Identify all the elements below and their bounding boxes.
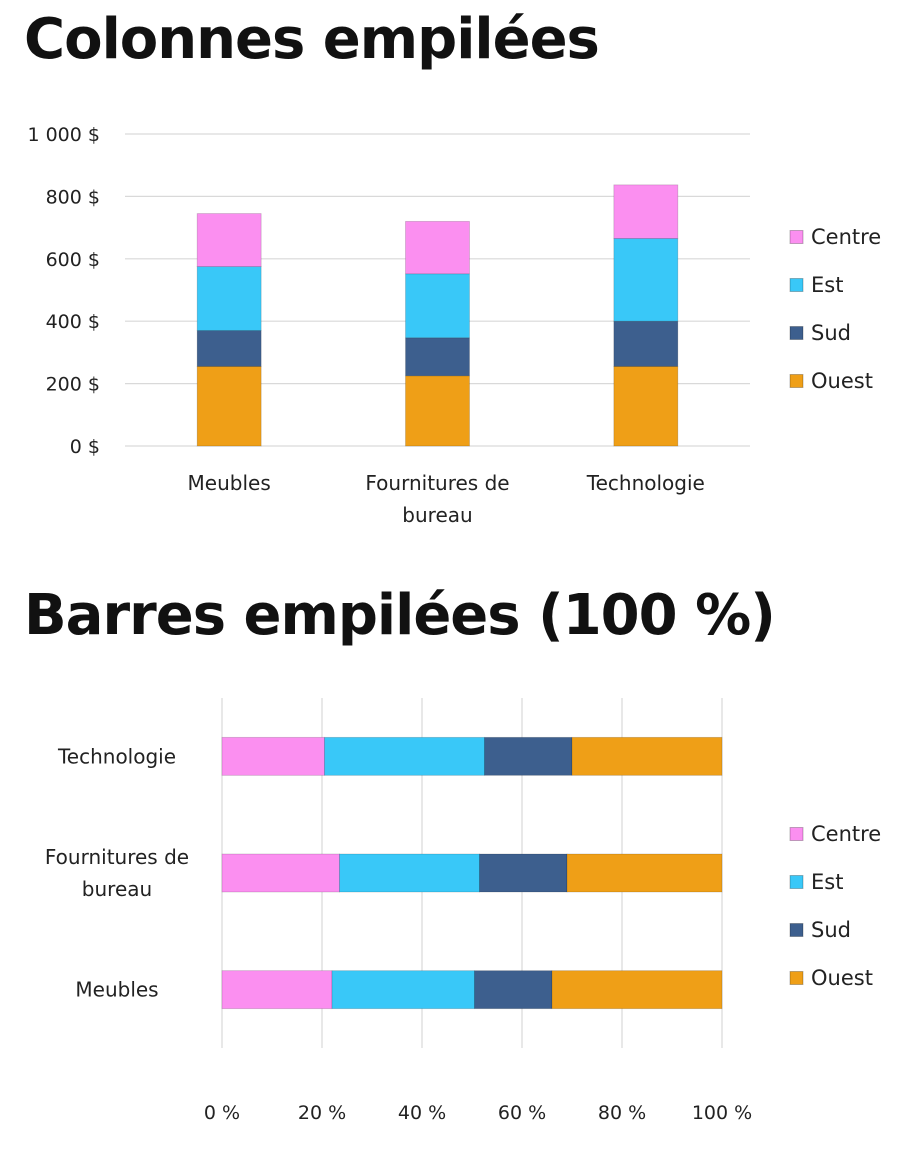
chart1-legend-swatch-centre	[789, 230, 804, 244]
chart1-legend-label-sud: Sud	[811, 321, 851, 345]
chart2-x-tick-label: 80 %	[598, 1102, 646, 1124]
chart1-legend-swatch-sud	[789, 326, 804, 340]
chart1-bar-meubles-est	[196, 266, 262, 331]
chart2-y-category-label: Fournitures de bureau	[45, 845, 189, 901]
chart2-x-tick-label: 20 %	[298, 1102, 346, 1124]
chart2-bar-meubles-centre	[221, 970, 333, 1010]
chart1-bar-fournitures-de-bureau-centre	[405, 220, 470, 275]
chart1-legend-swatch-ouest	[789, 374, 804, 388]
chart1-y-tick-label: 1 000 $	[27, 124, 100, 146]
chart1-bar-technologie-est	[613, 238, 679, 322]
stacked-bar-100-chart: 0 % 20 % 40 % 60 % 80 % 100 % Technologie Fourn…	[45, 698, 881, 1124]
chart1-x-category-label: Meubles	[188, 471, 271, 495]
chart-title-stacked-bars-100: Barres empilées (100 %)	[24, 583, 776, 648]
chart1-y-tick-label: 200 $	[46, 374, 100, 396]
chart2-y-category-label: Technologie	[57, 744, 176, 768]
chart2-bar-meubles-ouest	[551, 970, 723, 1010]
chart1-y-tick-label: 400 $	[46, 311, 100, 333]
chart2-bar-technologie-sud	[484, 736, 573, 776]
chart2-legend-label-est: Est	[811, 870, 843, 894]
chart2-bar-technologie-est	[324, 736, 485, 776]
chart2-x-tick-label: 40 %	[398, 1102, 446, 1124]
chart2-x-tick-label: 60 %	[498, 1102, 546, 1124]
chart1-x-category-label: Fournitures de bureau	[365, 471, 509, 527]
chart1-bar-fournitures-de-bureau-sud	[405, 337, 470, 377]
chart2-legend-swatch-est	[789, 875, 804, 889]
chart2-legend-swatch-ouest	[789, 971, 804, 985]
chart2-legend-label-ouest: Ouest	[811, 966, 873, 990]
chart1-bar-technologie-sud	[613, 320, 679, 367]
chart1-x-category-label: Technologie	[586, 471, 705, 495]
chart2-bar-fournitures-de-bureau-ouest	[566, 853, 723, 893]
chart1-bar-fournitures-de-bureau-ouest	[405, 375, 470, 447]
chart1-legend-label-ouest: Ouest	[811, 369, 873, 393]
chart2-legend-swatch-sud	[789, 923, 804, 937]
chart2-legend-label-sud: Sud	[811, 918, 851, 942]
chart2-bar-fournitures-de-bureau-centre	[221, 853, 340, 893]
chart2-bar-fournitures-de-bureau-sud	[479, 853, 568, 893]
chart1-bar-technologie-centre	[613, 184, 679, 239]
chart1-bar-meubles-ouest	[196, 366, 262, 447]
chart1-legend-label-centre: Centre	[811, 225, 881, 249]
chart1-bar-technologie-ouest	[613, 366, 679, 447]
chart1-y-tick-label: 600 $	[46, 249, 100, 271]
chart-title-stacked-columns: Colonnes empilées	[24, 7, 600, 72]
chart1-legend-swatch-est	[789, 278, 804, 292]
chart2-y-category-label: Meubles	[75, 978, 158, 1002]
chart1-legend-label-est: Est	[811, 273, 843, 297]
chart1-y-tick-label: 0 $	[70, 436, 100, 458]
chart2-x-tick-label: 0 %	[204, 1102, 240, 1124]
chart2-x-tick-label: 100 %	[692, 1102, 752, 1124]
chart2-bar-meubles-est	[331, 970, 475, 1010]
chart2-legend-swatch-centre	[789, 827, 804, 841]
chart2-bar-fournitures-de-bureau-est	[339, 853, 480, 893]
stacked-column-chart: 0 $ 200 $ 400 $ 600 $ 800 $ 1 000 $ Meubles Fou…	[27, 124, 881, 527]
chart2-bar-meubles-sud	[474, 970, 553, 1010]
chart1-bar-meubles-sud	[196, 330, 262, 367]
chart1-bar-meubles-centre	[196, 213, 262, 267]
chart2-legend-label-centre: Centre	[811, 822, 881, 846]
chart1-bar-fournitures-de-bureau-est	[405, 273, 470, 339]
chart1-y-tick-label: 800 $	[46, 186, 100, 208]
chart2-bar-technologie-centre	[221, 736, 325, 776]
chart2-bar-technologie-ouest	[571, 736, 723, 776]
